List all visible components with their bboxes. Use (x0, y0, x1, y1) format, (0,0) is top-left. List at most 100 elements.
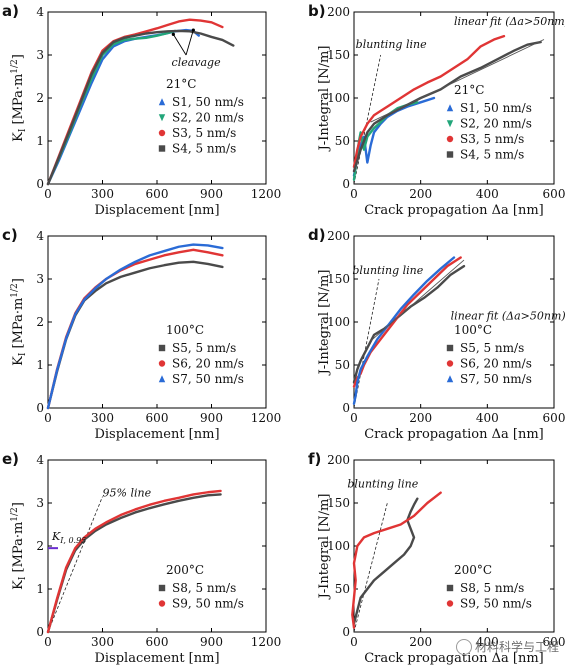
y-tick-label: 2 (36, 539, 44, 553)
y-tick-label: 4 (36, 453, 44, 467)
legend-title: 100°C (166, 323, 204, 337)
legend-entry: S4, 5 nm/s (172, 142, 236, 156)
annotation: cleavage (172, 56, 222, 69)
y-tick-label: 2 (36, 91, 44, 105)
legend-entry: S2, 20 nm/s (172, 111, 244, 125)
x-tick-label: 1200 (251, 635, 282, 649)
y-tick-label: 4 (36, 5, 44, 19)
panel-label: d) (308, 226, 326, 244)
x-tick-label: 1200 (251, 187, 282, 201)
x-tick-label: 300 (91, 187, 114, 201)
x-tick-label: 900 (200, 635, 223, 649)
x-tick-label: 200 (409, 187, 432, 201)
watermark-text: 材料科学与工程 (474, 639, 559, 654)
legend-entry: S9, 50 nm/s (460, 597, 532, 611)
legend-entry: S5, 5 nm/s (172, 341, 236, 355)
legend-title: 200°C (166, 563, 204, 577)
series-line (46, 29, 177, 186)
y-tick-label: 0 (342, 401, 350, 415)
series-line (46, 243, 224, 410)
x-axis-label: Crack propagation Δa [nm] (364, 427, 544, 442)
panel-a: 0 300 600 900 1200 0 1 2 3 4 a) Displacement [nm] KI… (2, 2, 281, 218)
legend-marker (158, 145, 166, 152)
blunting-line (353, 54, 382, 185)
y-tick-label: 150 (327, 496, 350, 510)
legend-marker (158, 600, 166, 607)
legend-marker (158, 98, 166, 106)
annotation: linear fit (Δa>50nm) (451, 309, 565, 322)
y-tick-label: 0 (342, 625, 350, 639)
legend-title: 21°C (166, 77, 196, 91)
y-tick-label: 1 (36, 582, 44, 596)
linear-fit-line (370, 259, 465, 342)
x-tick-label: 0 (44, 411, 52, 425)
y-axis-label: KI [MPa·m1/2] (10, 502, 28, 590)
legend-marker (158, 584, 166, 592)
ninety-five-line (47, 496, 103, 633)
x-tick-label: 600 (543, 411, 565, 425)
y-tick-label: 200 (327, 5, 350, 19)
x-axis-label: Displacement [nm] (94, 203, 219, 218)
panel-label: f) (308, 450, 321, 468)
y-tick-label: 100 (327, 539, 350, 553)
y-tick-label: 4 (36, 229, 44, 243)
x-tick-label: 0 (44, 635, 52, 649)
legend-marker (446, 120, 454, 128)
panel-label: b) (308, 2, 326, 20)
legend-entry: S8, 5 nm/s (172, 581, 236, 595)
y-axis-label: KI [MPa·m1/2] (10, 278, 28, 366)
legend-marker (446, 104, 454, 112)
panel-e: 0 300 600 900 1200 0 1 2 3 4 e) Displacement [nm] KI… (2, 450, 281, 666)
y-tick-label: 1 (36, 358, 44, 372)
y-tick-label: 50 (335, 582, 350, 596)
y-tick-label: 200 (327, 229, 350, 243)
legend-marker (446, 360, 454, 367)
series-line (352, 497, 419, 625)
legend-entry: S5, 5 nm/s (460, 341, 524, 355)
x-tick-label: 0 (350, 635, 358, 649)
y-axis-label: J-Integral [N/m] (317, 46, 332, 153)
x-tick-label: 900 (200, 411, 223, 425)
legend-marker (446, 600, 454, 607)
legend-marker (446, 344, 454, 352)
panel-label: a) (2, 2, 19, 20)
y-tick-label: 3 (36, 272, 44, 286)
x-axis-label: Displacement [nm] (94, 427, 219, 442)
legend-entry: S3, 5 nm/s (172, 126, 236, 140)
legend-entry: S6, 20 nm/s (172, 357, 244, 371)
panel-c: 0 300 600 900 1200 0 1 2 3 4 c) Displacement [nm] KI… (2, 226, 281, 442)
annotation: blunting line (352, 264, 423, 277)
x-tick-label: 300 (91, 411, 114, 425)
y-tick-label: 0 (342, 177, 350, 191)
annotation-arrow (172, 34, 187, 56)
y-tick-label: 150 (327, 48, 350, 62)
x-tick-label: 0 (44, 187, 52, 201)
x-axis-label: Crack propagation Δa [nm] (364, 203, 544, 218)
legend-marker (446, 584, 454, 592)
series-line (46, 29, 235, 186)
legend-marker (158, 360, 166, 367)
legend-marker (446, 375, 454, 383)
x-tick-label: 0 (350, 411, 358, 425)
y-tick-label: 200 (327, 453, 350, 467)
annotation: 95% line (103, 487, 152, 500)
legend-entry: S1, 50 nm/s (172, 95, 244, 109)
series-line (351, 491, 442, 629)
y-tick-label: 100 (327, 91, 350, 105)
x-tick-label: 300 (91, 635, 114, 649)
blunting-line (353, 502, 388, 633)
legend-marker (158, 344, 166, 352)
annotation: blunting line (347, 478, 418, 491)
linear-fit-line (370, 39, 545, 123)
x-axis-label: Crack propagation Δa [nm] (364, 651, 544, 666)
arrow-head (171, 32, 175, 36)
annotation: blunting line (356, 38, 427, 51)
legend-marker (158, 129, 166, 137)
legend-entry: S1, 50 nm/s (460, 101, 532, 115)
y-tick-label: 50 (335, 358, 350, 372)
y-tick-label: 1 (36, 134, 44, 148)
x-tick-label: 400 (476, 411, 499, 425)
legend-entry: S7, 50 nm/s (172, 372, 244, 386)
x-tick-label: 400 (476, 635, 499, 649)
